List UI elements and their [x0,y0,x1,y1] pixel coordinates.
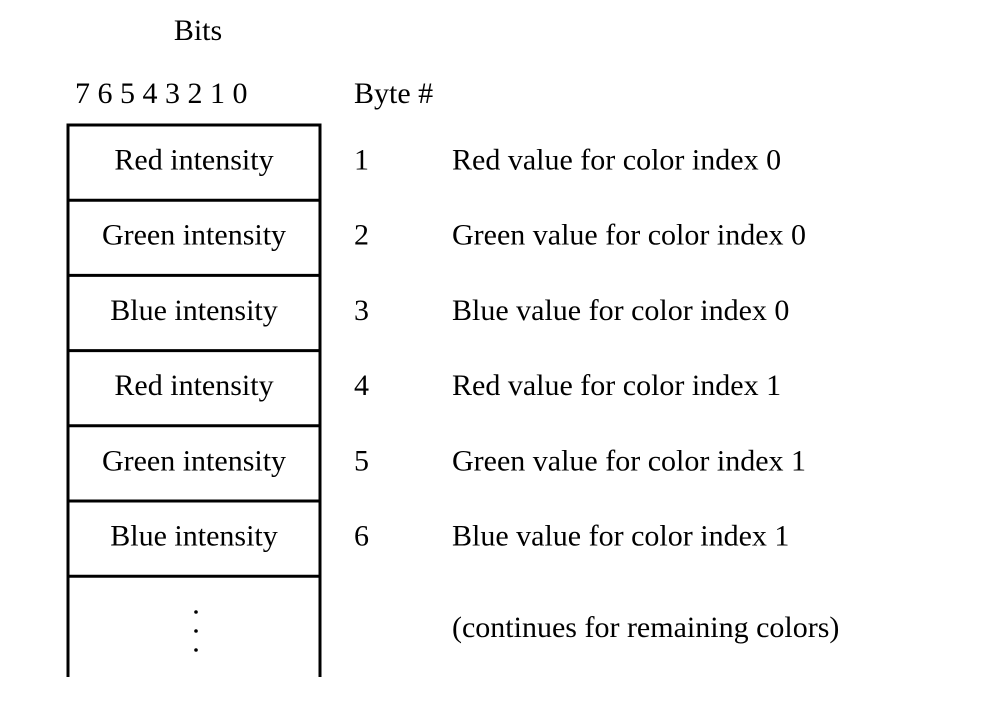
ellipsis-dot [194,648,198,652]
byte-number: 4 [354,369,369,402]
byte-description: Blue value for color index 1 [452,519,789,552]
ellipsis-dot [194,610,198,614]
cell-label: Blue intensity [110,294,278,327]
bit-numbers: 7 6 5 4 3 2 1 0 [75,77,248,110]
cell-label: Green intensity [102,219,286,252]
byte-description: Green value for color index 1 [452,444,806,477]
byte-number: 5 [354,444,369,477]
byte-number: 6 [354,519,369,552]
byte-number: 2 [354,219,369,252]
byte-description: Red value for color index 0 [452,143,781,176]
byte-number: 3 [354,294,369,327]
byte-description: Green value for color index 0 [452,219,806,252]
byte-description: Blue value for color index 0 [452,294,789,327]
cell-label: Red intensity [114,143,273,176]
bits-label: Bits [174,14,222,47]
byte-description: Red value for color index 1 [452,369,781,402]
cell-label: Red intensity [114,369,273,402]
cell-label: Blue intensity [110,519,278,552]
continuation-note: (continues for remaining colors) [452,611,839,644]
byte-number: 1 [354,143,369,176]
ellipsis-dot [194,629,198,633]
byte-column-header: Byte # [354,77,433,110]
cell-label: Green intensity [102,444,286,477]
